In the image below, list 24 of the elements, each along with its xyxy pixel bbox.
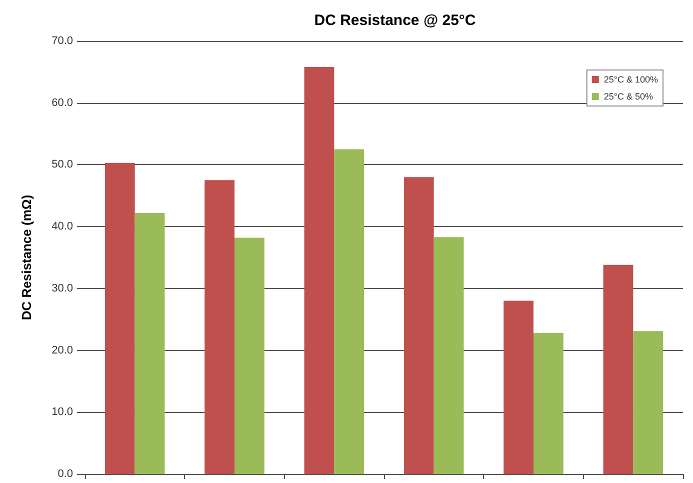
bar <box>134 212 165 474</box>
bar <box>633 331 664 474</box>
chart-title: DC Resistance @ 25°C <box>314 12 476 29</box>
y-tick-label: 60.0 <box>52 96 73 109</box>
y-tick-label: 0.0 <box>58 468 73 480</box>
bar <box>204 180 234 474</box>
bar <box>104 162 135 474</box>
legend-label: 25°C & 50% <box>604 92 654 102</box>
bar <box>334 149 364 474</box>
y-tick-label: 70.0 <box>52 35 73 47</box>
bar <box>534 332 564 474</box>
y-tick-label: 30.0 <box>52 282 73 294</box>
bar <box>304 66 334 474</box>
y-tick-label: 40.0 <box>52 220 73 233</box>
y-tick-label: 10.0 <box>52 406 73 418</box>
bar <box>234 238 264 474</box>
bar <box>434 237 464 474</box>
bar <box>504 300 534 474</box>
y-tick-label: 20.0 <box>52 344 73 356</box>
bar <box>603 264 634 474</box>
bar <box>404 177 434 474</box>
y-axis-title: DC Resistance (mΩ) <box>19 194 34 320</box>
y-tick-label: 50.0 <box>52 158 73 171</box>
legend-label: 25°C & 100% <box>604 74 658 84</box>
